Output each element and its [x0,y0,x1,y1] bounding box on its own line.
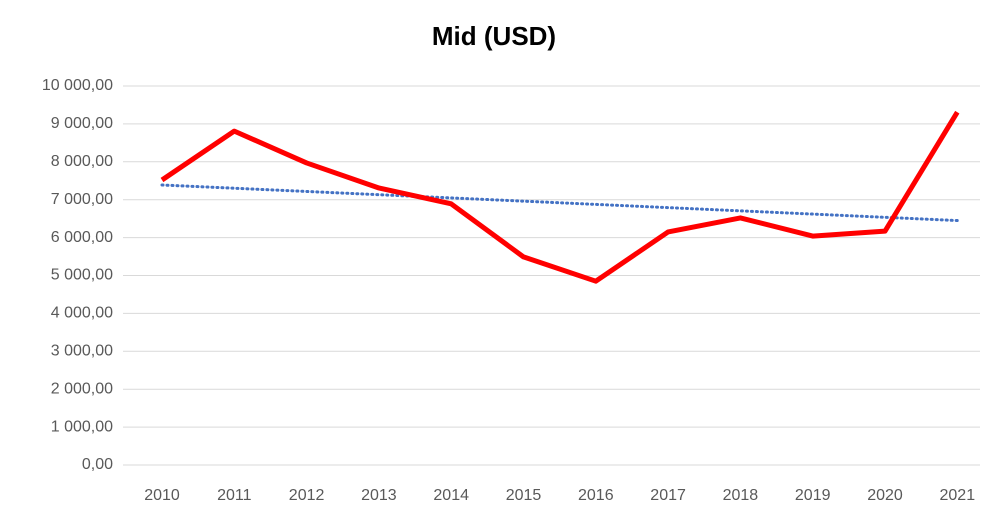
y-tick-label: 1 000,00 [51,418,113,435]
x-tick-label: 2016 [578,487,614,504]
y-tick-label: 10 000,00 [42,77,113,94]
x-tick-label: 2013 [361,487,397,504]
x-tick-label: 2011 [217,487,252,504]
y-tick-label: 3 000,00 [51,343,113,360]
data-line [160,110,960,284]
y-tick-label: 4 000,00 [51,305,113,322]
trendline [160,183,959,223]
y-tick-label: 0,00 [82,456,113,473]
y-tick-label: 6 000,00 [51,229,113,246]
x-tick-label: 2010 [144,487,180,504]
x-tick-label: 2014 [433,487,469,504]
x-tick-label: 2018 [723,487,759,504]
x-tick-label: 2021 [940,487,976,504]
y-tick-label: 5 000,00 [51,267,113,284]
x-tick-label: 2019 [795,487,831,504]
x-tick-label: 2020 [867,487,903,504]
x-tick-label: 2017 [650,487,686,504]
y-tick-label: 8 000,00 [51,153,113,170]
y-tick-label: 9 000,00 [51,115,113,132]
y-tick-label: 7 000,00 [51,191,113,208]
x-tick-label: 2015 [506,487,542,504]
chart-title: Mid (USD) [432,21,556,51]
x-tick-label: 2012 [289,487,325,504]
y-tick-label: 2 000,00 [51,380,113,397]
